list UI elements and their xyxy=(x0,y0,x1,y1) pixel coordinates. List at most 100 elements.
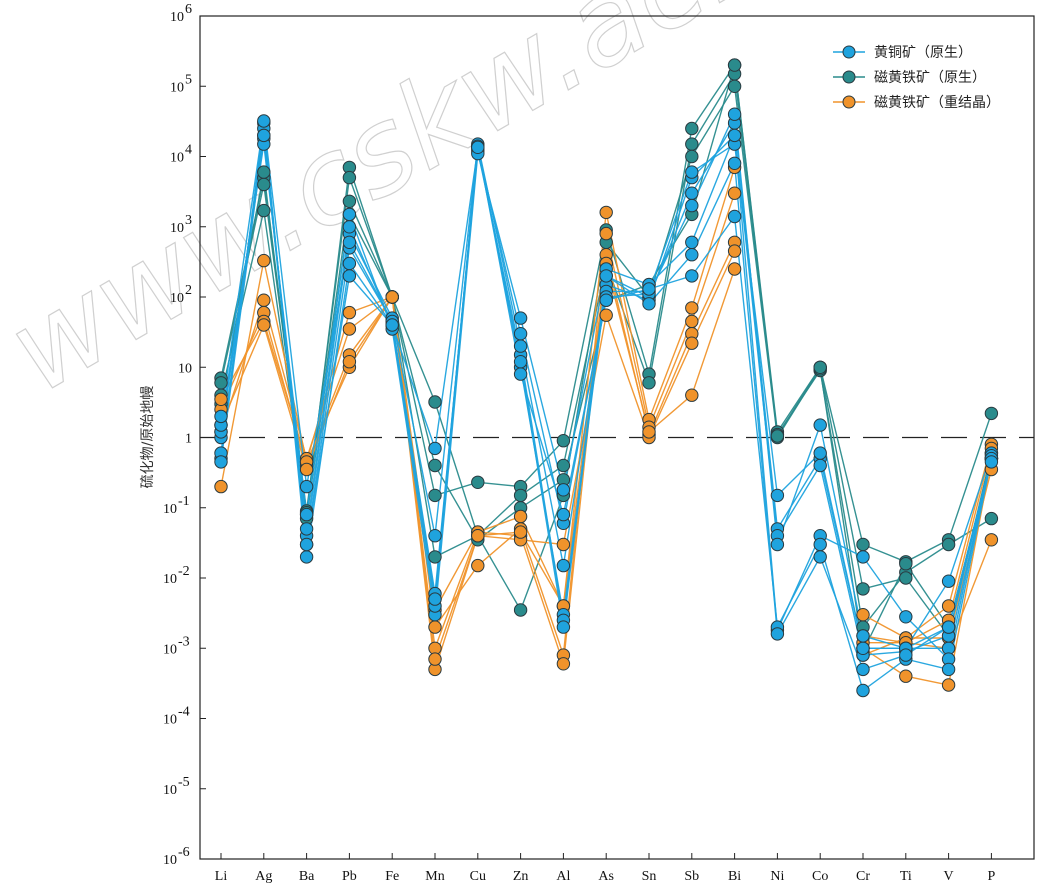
y-tick-label: 10-6 xyxy=(163,845,190,868)
data-point xyxy=(899,557,913,571)
data-point xyxy=(471,475,485,489)
y-tick-label: 105 xyxy=(170,72,192,95)
data-point xyxy=(556,483,571,497)
svg-text:10: 10 xyxy=(178,361,192,376)
data-point xyxy=(727,244,742,258)
data-point xyxy=(770,537,785,552)
x-tick-label: Zn xyxy=(513,869,529,884)
data-point xyxy=(813,418,827,432)
data-point xyxy=(899,610,913,624)
data-point xyxy=(428,488,442,503)
data-point xyxy=(685,186,699,200)
svg-text:10: 10 xyxy=(163,713,177,728)
data-point xyxy=(642,425,656,439)
data-point xyxy=(342,194,357,209)
legend: 黄铜矿（原生） 磁黄铁矿（原生） 磁黄铁矿（重结晶） xyxy=(833,44,1000,111)
data-point xyxy=(727,58,742,72)
data-point xyxy=(899,571,913,585)
axis-layer: 10610510410310210110-110-210-310-410-510… xyxy=(163,2,996,884)
data-point xyxy=(770,488,785,503)
data-point xyxy=(556,620,571,634)
data-point xyxy=(856,550,870,564)
svg-text:6: 6 xyxy=(185,2,192,17)
y-tick-label: 10-1 xyxy=(163,494,190,517)
svg-text:-4: -4 xyxy=(178,705,190,720)
data-point xyxy=(299,462,314,477)
data-point xyxy=(599,226,613,241)
x-tick-label: P xyxy=(988,869,996,884)
data-point xyxy=(556,558,571,573)
data-point xyxy=(642,297,656,311)
data-point xyxy=(257,177,271,192)
data-point xyxy=(299,522,314,536)
svg-text:-6: -6 xyxy=(178,845,190,860)
data-point xyxy=(556,537,571,552)
data-point xyxy=(770,627,785,641)
svg-text:3: 3 xyxy=(185,213,192,228)
data-point xyxy=(813,446,827,460)
data-point xyxy=(428,550,442,564)
data-point xyxy=(342,170,357,185)
data-point xyxy=(342,305,357,320)
svg-text:-5: -5 xyxy=(178,775,190,790)
data-point xyxy=(899,669,913,683)
data-point xyxy=(727,79,742,94)
data-point xyxy=(428,652,442,666)
data-point xyxy=(428,441,442,456)
y-tick-label: 10-4 xyxy=(163,705,190,728)
data-point xyxy=(214,455,228,469)
data-point xyxy=(513,327,528,341)
x-tick-label: Al xyxy=(556,869,570,884)
legend-label: 磁黄铁矿（原生） xyxy=(874,69,986,86)
data-point xyxy=(214,479,228,494)
data-point xyxy=(941,574,956,588)
data-point xyxy=(257,203,271,218)
data-point xyxy=(727,209,742,224)
data-point xyxy=(556,507,571,522)
x-tick-label: Pb xyxy=(342,869,357,884)
legend-marker xyxy=(842,70,856,84)
data-point xyxy=(299,479,314,494)
x-tick-label: Ti xyxy=(900,869,912,884)
data-point xyxy=(984,511,999,526)
x-tick-label: Li xyxy=(215,869,228,884)
data-point xyxy=(941,537,956,552)
data-point xyxy=(856,582,870,596)
data-point xyxy=(385,290,399,304)
data-point xyxy=(342,220,357,234)
x-tick-label: Sn xyxy=(642,869,657,884)
data-point xyxy=(727,156,742,171)
data-point xyxy=(685,388,699,402)
legend-marker xyxy=(842,45,856,59)
data-point xyxy=(257,318,271,332)
data-point xyxy=(214,376,228,390)
svg-text:10: 10 xyxy=(163,853,177,868)
x-tick-label: Ni xyxy=(770,869,784,884)
data-point xyxy=(513,525,528,539)
data-point xyxy=(685,248,699,262)
data-point xyxy=(342,269,357,283)
data-point xyxy=(513,603,528,617)
data-point xyxy=(856,537,870,552)
x-tick-label: Fe xyxy=(385,869,399,884)
data-point xyxy=(813,360,827,374)
y-axis-label: 硫化物/原始地幔 xyxy=(140,386,156,489)
data-point xyxy=(685,165,699,179)
data-point xyxy=(727,186,742,200)
data-point xyxy=(685,149,699,164)
data-point xyxy=(299,550,314,564)
data-point xyxy=(214,409,228,424)
data-point xyxy=(685,121,699,136)
data-point xyxy=(342,355,357,369)
data-point xyxy=(685,198,699,213)
y-tick-label: 1 xyxy=(185,432,192,447)
data-point xyxy=(599,269,613,283)
data-point xyxy=(471,558,485,573)
data-point xyxy=(342,256,357,271)
data-point xyxy=(685,269,699,283)
y-tick-label: 103 xyxy=(170,213,192,236)
svg-text:2: 2 xyxy=(185,283,192,298)
data-point xyxy=(257,128,271,143)
data-point xyxy=(984,406,999,421)
data-point xyxy=(727,128,742,143)
